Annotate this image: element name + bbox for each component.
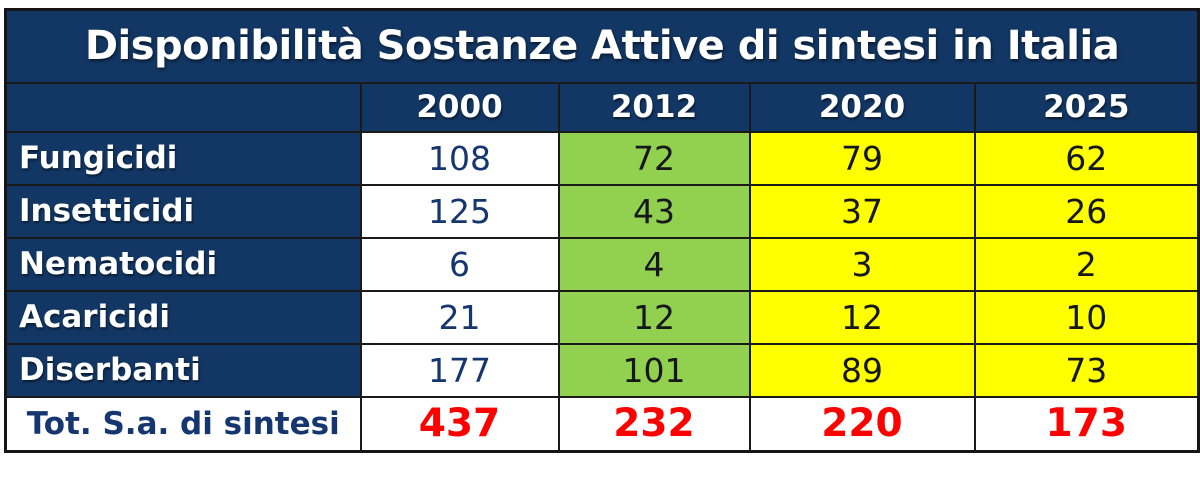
total-value: 173 bbox=[973, 395, 1200, 453]
cell-value: 12 bbox=[557, 289, 751, 345]
cell-value: 10 bbox=[973, 289, 1200, 345]
title-row: Disponibilità Sostanze Attive di sintesi… bbox=[4, 8, 1200, 84]
total-value: 220 bbox=[748, 395, 976, 453]
cell-value: 177 bbox=[359, 342, 560, 398]
cell-value: 21 bbox=[359, 289, 560, 345]
table-row-acaricidi: Acaricidi 21 12 12 10 bbox=[4, 289, 1200, 345]
cell-value: 43 bbox=[557, 183, 751, 239]
cell-value: 3 bbox=[748, 236, 976, 292]
total-label: Tot. S.a. di sintesi bbox=[4, 395, 362, 453]
cell-value: 72 bbox=[557, 130, 751, 186]
column-header-2000: 2000 bbox=[359, 81, 560, 133]
cell-value: 6 bbox=[359, 236, 560, 292]
total-row: Tot. S.a. di sintesi 437 232 220 173 bbox=[4, 395, 1200, 453]
column-header-2025: 2025 bbox=[973, 81, 1200, 133]
row-label: Insetticidi bbox=[4, 183, 362, 239]
total-value: 232 bbox=[557, 395, 751, 453]
table-row-insetticidi: Insetticidi 125 43 37 26 bbox=[4, 183, 1200, 239]
row-label: Acaricidi bbox=[4, 289, 362, 345]
total-value: 437 bbox=[359, 395, 560, 453]
table-row-diserbanti: Diserbanti 177 101 89 73 bbox=[4, 342, 1200, 398]
row-label: Nematocidi bbox=[4, 236, 362, 292]
cell-value: 101 bbox=[557, 342, 751, 398]
row-label: Diserbanti bbox=[4, 342, 362, 398]
table-row-nematocidi: Nematocidi 6 4 3 2 bbox=[4, 236, 1200, 292]
column-header-2012: 2012 bbox=[557, 81, 751, 133]
row-label: Fungicidi bbox=[4, 130, 362, 186]
cell-value: 62 bbox=[973, 130, 1200, 186]
availability-table: Disponibilità Sostanze Attive di sintesi… bbox=[4, 8, 1200, 453]
cell-value: 12 bbox=[748, 289, 976, 345]
cell-value: 125 bbox=[359, 183, 560, 239]
cell-value: 89 bbox=[748, 342, 976, 398]
corner-cell bbox=[4, 81, 362, 133]
cell-value: 79 bbox=[748, 130, 976, 186]
table-title: Disponibilità Sostanze Attive di sintesi… bbox=[4, 8, 1200, 84]
cell-value: 73 bbox=[973, 342, 1200, 398]
cell-value: 108 bbox=[359, 130, 560, 186]
column-header-2020: 2020 bbox=[748, 81, 976, 133]
header-row: 2000 2012 2020 2025 bbox=[4, 81, 1200, 133]
cell-value: 2 bbox=[973, 236, 1200, 292]
cell-value: 4 bbox=[557, 236, 751, 292]
cell-value: 26 bbox=[973, 183, 1200, 239]
table-row-fungicidi: Fungicidi 108 72 79 62 bbox=[4, 130, 1200, 186]
cell-value: 37 bbox=[748, 183, 976, 239]
